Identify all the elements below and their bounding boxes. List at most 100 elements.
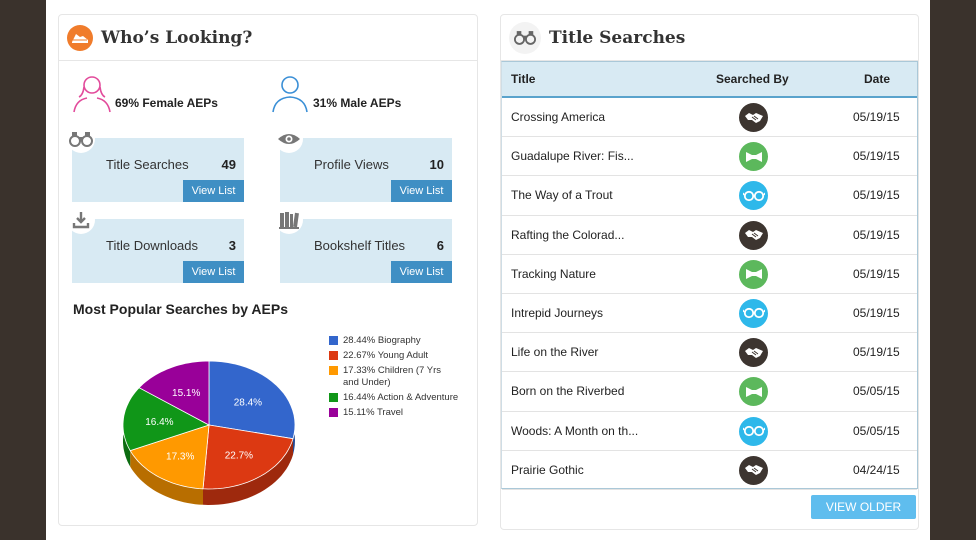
row-title[interactable]: Guadalupe River: Fis...: [511, 149, 634, 164]
legend-swatch: [329, 408, 338, 417]
binoculars-icon: [67, 125, 95, 153]
legend-swatch: [329, 393, 338, 402]
table-row[interactable]: Rafting the Colorad... 05/19/15: [502, 216, 917, 255]
title-searches-panel: Title Searches Title Searched By Date Cr…: [500, 14, 919, 530]
pie-slice-side: [203, 438, 293, 505]
stat-label: Profile Views: [314, 157, 389, 172]
table-row[interactable]: Born on the Riverbed 05/05/15: [502, 372, 917, 412]
pie-slice-label: 15.1%: [172, 388, 200, 399]
table-row[interactable]: Intrepid Journeys 05/19/15: [502, 294, 917, 334]
row-date: 05/05/15: [853, 423, 900, 438]
male-aep-label: 31% Male AEPs: [313, 96, 402, 110]
table-body: Crossing America 05/19/15 Guadalupe River:…: [502, 98, 917, 490]
legend-item: 17.33% Children (7 Yrs and Under): [329, 365, 459, 389]
female-user-icon: [73, 76, 111, 113]
legend-swatch: [329, 336, 338, 345]
bowtie-icon[interactable]: [739, 142, 768, 172]
legend-item: 15.11% Travel: [329, 407, 459, 419]
table-row[interactable]: Guadalupe River: Fis... 05/19/15: [502, 137, 917, 177]
table-row[interactable]: Tracking Nature 05/19/15: [502, 255, 917, 294]
table-row[interactable]: Woods: A Month on th... 05/05/15: [502, 412, 917, 451]
male-user-icon: [272, 76, 308, 113]
pie-chart-legend: 28.44% Biography 22.67% Young Adult 17.33%…: [329, 335, 459, 422]
legend-label: 16.44% Action & Adventure: [343, 392, 459, 403]
whos-looking-header: Who’s Looking?: [59, 15, 477, 61]
row-date: 05/19/15: [853, 110, 900, 124]
row-title[interactable]: Woods: A Month on th...: [511, 423, 639, 438]
whos-looking-title: Who’s Looking?: [101, 27, 253, 48]
handshake-icon[interactable]: [739, 103, 768, 132]
title-searches-header: Title Searches: [501, 15, 918, 61]
download-icon: [67, 206, 95, 234]
bowtie-icon[interactable]: [739, 259, 768, 289]
title-downloads-view-list-button[interactable]: View List: [183, 261, 244, 283]
column-header-searched-by: Searched By: [716, 72, 789, 86]
stat-value: 10: [429, 157, 444, 172]
female-aep-label: 69% Female AEPs: [115, 96, 218, 110]
row-title[interactable]: Rafting the Colorad...: [511, 227, 625, 242]
row-date: 05/19/15: [853, 266, 900, 281]
column-header-date: Date: [864, 72, 891, 86]
table-row[interactable]: The Way of a Trout 05/19/15: [502, 176, 917, 216]
view-older-button[interactable]: VIEW OLDER: [811, 495, 916, 519]
pie-slice: [138, 360, 210, 426]
pie-slice: [122, 387, 211, 452]
column-header-title: Title: [511, 72, 536, 86]
title-searches-table: Title Searched By Date Crossing America 0…: [501, 61, 918, 490]
glasses-icon[interactable]: [739, 416, 768, 446]
row-title[interactable]: Life on the River: [511, 345, 599, 360]
handshake-icon[interactable]: [739, 455, 768, 485]
title-downloads-stat: Title Downloads 3 View List: [72, 219, 244, 283]
pie-slice-side: [130, 450, 203, 505]
row-title[interactable]: The Way of a Trout: [511, 188, 613, 203]
bookshelf-titles-stat: Bookshelf Titles 6 View List: [280, 219, 452, 283]
row-title[interactable]: Crossing America: [511, 110, 606, 124]
pie-slice-label: 22.7%: [225, 451, 253, 462]
row-date: 05/05/15: [853, 384, 900, 399]
table-row[interactable]: Crossing America 05/19/15: [502, 98, 917, 138]
table-row[interactable]: Prairie Gothic 04/24/15: [502, 451, 917, 490]
title-searches-view-list-button[interactable]: View List: [183, 180, 244, 202]
stat-label: Title Searches: [106, 157, 189, 172]
row-title[interactable]: Prairie Gothic: [511, 462, 584, 477]
row-title[interactable]: Tracking Nature: [511, 266, 596, 281]
legend-swatch: [329, 351, 338, 360]
row-title[interactable]: Born on the Riverbed: [511, 384, 625, 399]
pie-slice-label: 17.3%: [166, 451, 194, 462]
female-aep-stat: 69% Female AEPs: [71, 73, 218, 113]
legend-swatch: [329, 366, 338, 375]
binoculars-icon: [509, 21, 541, 54]
male-aep-stat: 31% Male AEPs: [269, 73, 401, 113]
popular-searches-title: Most Popular Searches by AEPs: [73, 301, 288, 317]
profile-views-stat: Profile Views 10 View List: [280, 138, 452, 202]
books-icon: [275, 206, 303, 234]
row-date: 05/19/15: [853, 305, 900, 320]
title-searches-stat: Title Searches 49 View List: [72, 138, 244, 202]
bookshelf-titles-view-list-button[interactable]: View List: [391, 261, 452, 283]
row-date: 05/19/15: [853, 188, 900, 203]
handshake-icon[interactable]: [739, 338, 768, 368]
stat-value: 3: [228, 238, 236, 253]
popular-searches-pie-chart: 28.4% 22.7% 17.3% 16.4% 15.1%: [122, 360, 296, 505]
glasses-icon[interactable]: [739, 181, 768, 211]
table-header: Title Searched By Date: [502, 62, 917, 98]
sneaker-icon: [67, 24, 93, 51]
row-date: 05/19/15: [853, 345, 900, 360]
bowtie-icon[interactable]: [739, 377, 768, 407]
pie-slice-label: 28.4%: [234, 398, 262, 409]
stat-label: Title Downloads: [106, 238, 199, 253]
legend-label: 22.67% Young Adult: [343, 350, 429, 361]
profile-views-view-list-button[interactable]: View List: [391, 180, 452, 202]
legend-item: 22.67% Young Adult: [329, 350, 459, 362]
pie-slice: [208, 360, 296, 440]
pie-slice: [129, 424, 210, 490]
row-date: 05/19/15: [853, 149, 900, 164]
whos-looking-panel: Who’s Looking? 69% Female AEPs 31% Male …: [58, 14, 478, 526]
legend-label: 15.11% Travel: [343, 407, 404, 418]
row-title[interactable]: Intrepid Journeys: [511, 305, 604, 320]
glasses-icon[interactable]: [739, 298, 768, 328]
stat-value: 49: [221, 157, 236, 172]
handshake-icon[interactable]: [739, 220, 768, 250]
table-row[interactable]: Life on the River 05/19/15: [502, 333, 917, 373]
pie-slice: [202, 424, 294, 490]
